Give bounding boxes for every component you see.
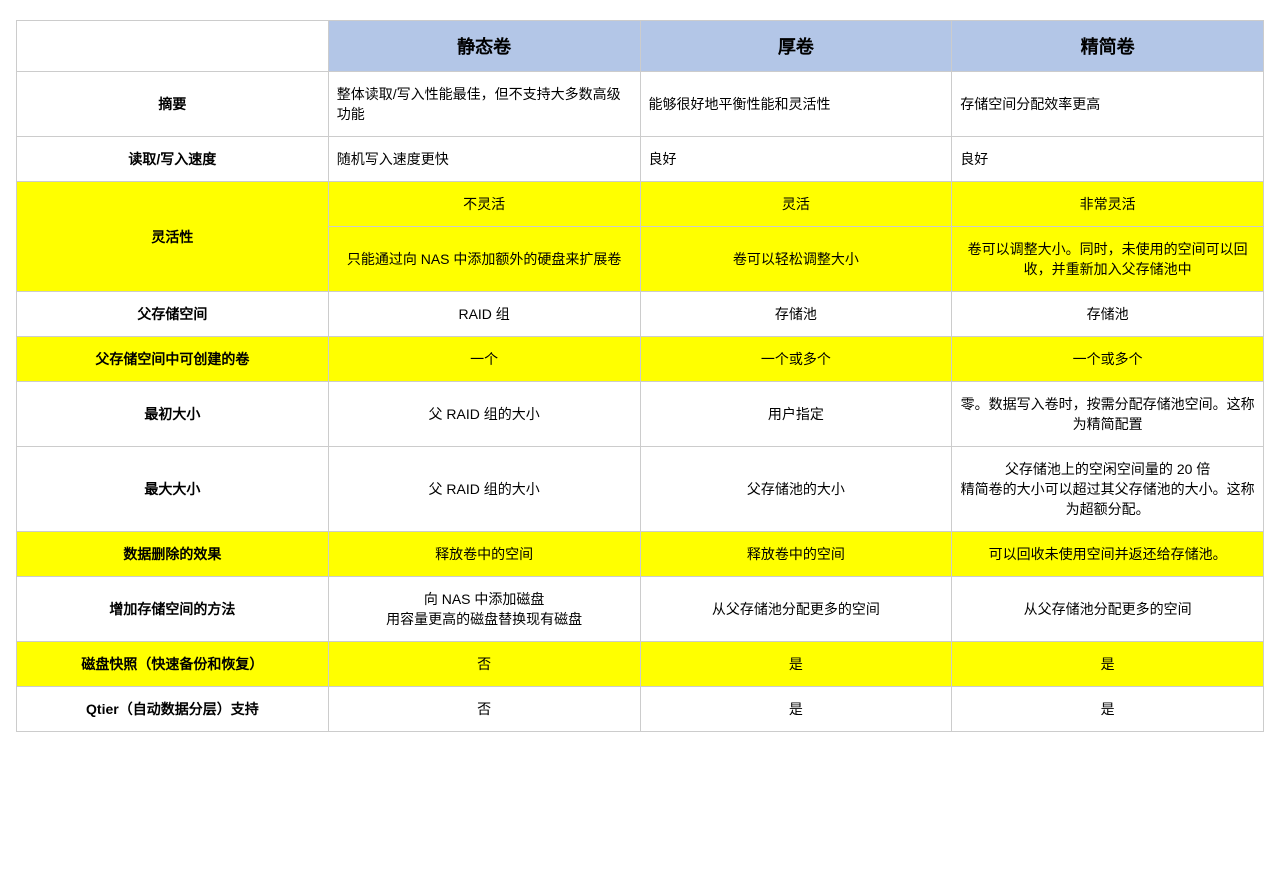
cell-add-thick: 从父存储池分配更多的空间	[640, 577, 952, 642]
cell-snap-thick: 是	[640, 642, 952, 687]
cell-snap-static: 否	[328, 642, 640, 687]
cell-parent-static: RAID 组	[328, 292, 640, 337]
cell-del-thick: 释放卷中的空间	[640, 532, 952, 577]
cell-init-static: 父 RAID 组的大小	[328, 382, 640, 447]
rowhead-add-storage: 增加存储空间的方法	[17, 577, 329, 642]
row-parent-storage: 父存储空间 RAID 组 存储池 存储池	[17, 292, 1264, 337]
cell-init-thick: 用户指定	[640, 382, 952, 447]
row-add-storage: 增加存储空间的方法 向 NAS 中添加磁盘 用容量更高的磁盘替换现有磁盘 从父存…	[17, 577, 1264, 642]
rowhead-initial-size: 最初大小	[17, 382, 329, 447]
rowhead-vols-per-parent: 父存储空间中可创建的卷	[17, 337, 329, 382]
row-delete-effect: 数据删除的效果 释放卷中的空间 释放卷中的空间 可以回收未使用空间并返还给存储池…	[17, 532, 1264, 577]
cell-summary-static: 整体读取/写入性能最佳，但不支持大多数高级功能	[328, 72, 640, 137]
rowhead-parent-storage: 父存储空间	[17, 292, 329, 337]
row-qtier: Qtier（自动数据分层）支持 否 是 是	[17, 687, 1264, 732]
volume-comparison-table: 静态卷 厚卷 精简卷 摘要 整体读取/写入性能最佳，但不支持大多数高级功能 能够…	[16, 20, 1264, 732]
cell-flex-b-thin: 卷可以调整大小。同时，未使用的空间可以回收，并重新加入父存储池中	[952, 227, 1264, 292]
cell-qtier-thin: 是	[952, 687, 1264, 732]
cell-vpp-static: 一个	[328, 337, 640, 382]
cell-max-thin: 父存储池上的空闲空间量的 20 倍 精简卷的大小可以超过其父存储池的大小。这称为…	[952, 447, 1264, 532]
cell-del-static: 释放卷中的空间	[328, 532, 640, 577]
cell-flex-b-thick: 卷可以轻松调整大小	[640, 227, 952, 292]
cell-init-thin: 零。数据写入卷时，按需分配存储池空间。这称为精简配置	[952, 382, 1264, 447]
cell-qtier-thick: 是	[640, 687, 952, 732]
rowhead-max-size: 最大大小	[17, 447, 329, 532]
cell-max-thin-l1: 父存储池上的空闲空间量的 20 倍	[960, 459, 1255, 479]
cell-flex-a-static: 不灵活	[328, 182, 640, 227]
cell-vpp-thin: 一个或多个	[952, 337, 1264, 382]
cell-parent-thick: 存储池	[640, 292, 952, 337]
header-thick: 厚卷	[640, 21, 952, 72]
row-snapshot: 磁盘快照（快速备份和恢复） 否 是 是	[17, 642, 1264, 687]
cell-flex-a-thin: 非常灵活	[952, 182, 1264, 227]
cell-add-static: 向 NAS 中添加磁盘 用容量更高的磁盘替换现有磁盘	[328, 577, 640, 642]
rowhead-delete-effect: 数据删除的效果	[17, 532, 329, 577]
cell-flex-a-thick: 灵活	[640, 182, 952, 227]
cell-summary-thin: 存储空间分配效率更高	[952, 72, 1264, 137]
cell-max-static: 父 RAID 组的大小	[328, 447, 640, 532]
row-rw-speed: 读取/写入速度 随机写入速度更快 良好 良好	[17, 137, 1264, 182]
header-blank	[17, 21, 329, 72]
rowhead-summary: 摘要	[17, 72, 329, 137]
cell-snap-thin: 是	[952, 642, 1264, 687]
cell-qtier-static: 否	[328, 687, 640, 732]
cell-rw-thick: 良好	[640, 137, 952, 182]
rowhead-flex: 灵活性	[17, 182, 329, 292]
cell-add-thin: 从父存储池分配更多的空间	[952, 577, 1264, 642]
header-thin: 精简卷	[952, 21, 1264, 72]
cell-add-static-l2: 用容量更高的磁盘替换现有磁盘	[337, 609, 632, 629]
cell-vpp-thick: 一个或多个	[640, 337, 952, 382]
cell-parent-thin: 存储池	[952, 292, 1264, 337]
row-flex-a: 灵活性 不灵活 灵活 非常灵活	[17, 182, 1264, 227]
cell-del-thin: 可以回收未使用空间并返还给存储池。	[952, 532, 1264, 577]
cell-summary-thick: 能够很好地平衡性能和灵活性	[640, 72, 952, 137]
rowhead-snapshot: 磁盘快照（快速备份和恢复）	[17, 642, 329, 687]
rowhead-rw-speed: 读取/写入速度	[17, 137, 329, 182]
rowhead-qtier: Qtier（自动数据分层）支持	[17, 687, 329, 732]
header-static: 静态卷	[328, 21, 640, 72]
row-max-size: 最大大小 父 RAID 组的大小 父存储池的大小 父存储池上的空闲空间量的 20…	[17, 447, 1264, 532]
cell-max-thick: 父存储池的大小	[640, 447, 952, 532]
row-initial-size: 最初大小 父 RAID 组的大小 用户指定 零。数据写入卷时，按需分配存储池空间…	[17, 382, 1264, 447]
header-row: 静态卷 厚卷 精简卷	[17, 21, 1264, 72]
cell-max-thin-l2: 精简卷的大小可以超过其父存储池的大小。这称为超额分配。	[960, 479, 1255, 519]
row-vols-per-parent: 父存储空间中可创建的卷 一个 一个或多个 一个或多个	[17, 337, 1264, 382]
cell-rw-thin: 良好	[952, 137, 1264, 182]
row-summary: 摘要 整体读取/写入性能最佳，但不支持大多数高级功能 能够很好地平衡性能和灵活性…	[17, 72, 1264, 137]
cell-add-static-l1: 向 NAS 中添加磁盘	[337, 589, 632, 609]
cell-flex-b-static: 只能通过向 NAS 中添加额外的硬盘来扩展卷	[328, 227, 640, 292]
cell-rw-static: 随机写入速度更快	[328, 137, 640, 182]
